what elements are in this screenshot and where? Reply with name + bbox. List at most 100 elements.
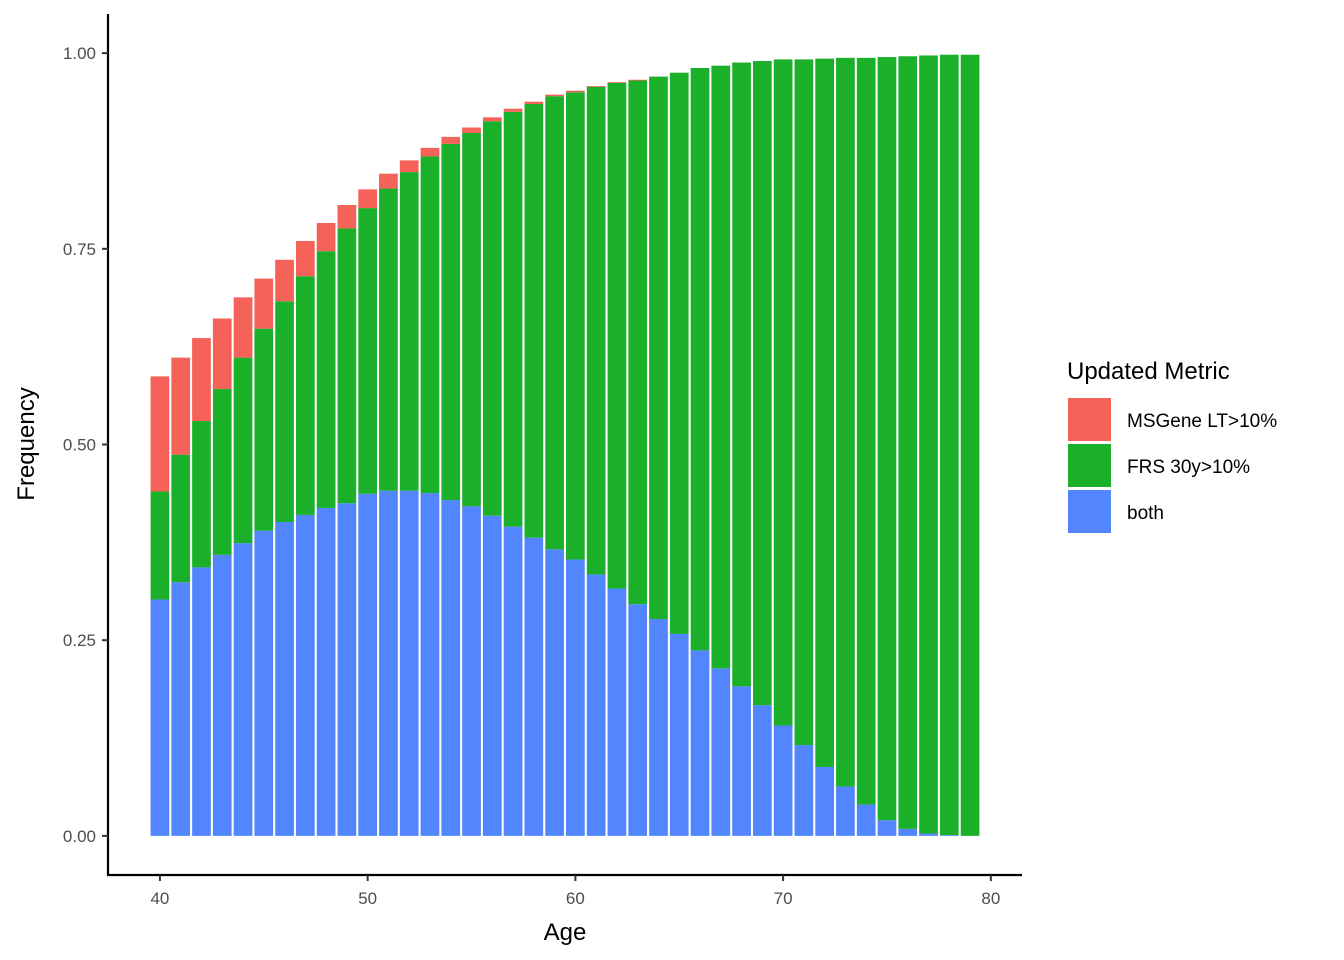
bar-both-age-73: [836, 786, 855, 836]
bar-msgene-lt-10-age-45: [254, 278, 274, 329]
bar-msgene-lt-10-age-54: [441, 136, 461, 144]
bar-both-age-60: [566, 559, 585, 836]
bar-frs-30y-10-age-58: [524, 104, 544, 538]
bar-msgene-lt-10-age-48: [316, 222, 336, 252]
bar-frs-30y-10-age-69: [752, 60, 772, 706]
bar-frs-30y-10-age-76: [898, 56, 918, 829]
bar-both-age-58: [524, 537, 544, 836]
bar-frs-30y-10-age-54: [441, 143, 461, 501]
bar-msgene-lt-10-age-57: [503, 108, 523, 112]
legend-title: Updated Metric: [1067, 358, 1230, 385]
bar-frs-30y-10-age-53: [420, 156, 440, 494]
bar-frs-30y-10-age-59: [545, 96, 564, 550]
bar-frs-30y-10-age-77: [919, 55, 938, 834]
bar-frs-30y-10-age-65: [669, 72, 689, 634]
bar-both-age-50: [358, 493, 378, 836]
bar-frs-30y-10-age-56: [482, 121, 502, 516]
bar-both-age-77: [919, 833, 938, 836]
ticks-layer: 0.00 0.25 0.50 0.75 1.00 40 50 60 70 80: [63, 44, 1000, 908]
bar-frs-30y-10-age-47: [295, 276, 315, 515]
bar-msgene-lt-10-age-62: [607, 82, 627, 83]
y-tick-label: 0.25: [63, 631, 96, 650]
legend-swatch-both: [1068, 490, 1111, 533]
bar-both-age-69: [752, 705, 772, 836]
bar-frs-30y-10-age-71: [794, 59, 814, 746]
bar-both-age-64: [649, 619, 668, 836]
bar-both-age-57: [503, 526, 523, 836]
bar-frs-30y-10-age-40: [150, 491, 170, 600]
bar-msgene-lt-10-age-46: [275, 259, 294, 302]
x-tick-label: 50: [358, 889, 377, 908]
bar-msgene-lt-10-age-63: [628, 79, 648, 81]
x-tick-label: 70: [774, 889, 793, 908]
legend-swatch-frs-30y-10: [1068, 444, 1111, 487]
bar-both-age-74: [856, 804, 876, 836]
bar-frs-30y-10-age-70: [773, 59, 793, 726]
bar-both-age-66: [690, 650, 710, 836]
bar-msgene-lt-10-age-52: [399, 160, 419, 173]
bar-frs-30y-10-age-49: [337, 228, 357, 504]
bar-both-age-43: [212, 554, 232, 836]
bar-msgene-lt-10-age-40: [150, 376, 170, 492]
bar-frs-30y-10-age-79: [960, 54, 980, 836]
bar-both-age-47: [295, 514, 315, 836]
bar-frs-30y-10-age-41: [171, 454, 191, 583]
bar-frs-30y-10-age-78: [939, 54, 959, 836]
bar-frs-30y-10-age-55: [462, 132, 481, 507]
bar-frs-30y-10-age-57: [503, 111, 523, 527]
bar-msgene-lt-10-age-51: [379, 173, 398, 189]
bar-both-age-45: [254, 530, 274, 836]
bar-frs-30y-10-age-63: [628, 80, 648, 605]
bar-both-age-42: [192, 567, 211, 836]
bar-both-age-63: [628, 604, 648, 836]
bar-both-age-59: [545, 549, 564, 836]
bar-frs-30y-10-age-73: [836, 57, 855, 787]
legend-items: MSGene LT>10% FRS 30y>10% both: [1068, 398, 1277, 533]
bar-frs-30y-10-age-44: [233, 357, 253, 544]
legend: Updated Metric MSGene LT>10% FRS 30y>10% b…: [1067, 358, 1277, 533]
bar-frs-30y-10-age-60: [566, 92, 585, 560]
bar-msgene-lt-10-age-61: [586, 86, 606, 87]
bar-both-age-72: [815, 766, 835, 836]
x-axis-title: Age: [544, 919, 587, 946]
bar-frs-30y-10-age-46: [275, 301, 294, 522]
y-tick-label: 0.50: [63, 436, 96, 455]
bar-msgene-lt-10-age-59: [545, 94, 564, 97]
bar-msgene-lt-10-age-47: [295, 240, 315, 277]
bar-frs-30y-10-age-67: [711, 65, 731, 669]
bar-both-age-70: [773, 725, 793, 836]
bar-both-age-56: [482, 515, 502, 836]
bar-both-age-76: [898, 828, 918, 836]
bar-frs-30y-10-age-61: [586, 86, 606, 575]
bar-frs-30y-10-age-66: [690, 68, 710, 651]
bar-both-age-78: [939, 835, 959, 836]
bar-frs-30y-10-age-68: [732, 62, 751, 687]
bar-both-age-71: [794, 745, 814, 836]
bar-frs-30y-10-age-64: [649, 76, 668, 620]
bar-frs-30y-10-age-50: [358, 208, 378, 494]
bar-both-age-41: [171, 582, 191, 836]
bar-frs-30y-10-age-52: [399, 172, 419, 491]
bar-frs-30y-10-age-51: [379, 188, 398, 491]
bar-both-age-75: [877, 820, 897, 836]
bar-msgene-lt-10-age-58: [524, 101, 544, 105]
bar-both-age-51: [379, 490, 398, 836]
bar-frs-30y-10-age-43: [212, 388, 232, 555]
bar-both-age-49: [337, 503, 357, 836]
bar-both-age-67: [711, 668, 731, 836]
bar-frs-30y-10-age-72: [815, 58, 835, 767]
bar-both-age-62: [607, 588, 627, 836]
bar-msgene-lt-10-age-60: [566, 90, 585, 93]
legend-label-msgene-lt-10: MSGene LT>10%: [1127, 411, 1277, 432]
bar-both-age-46: [275, 521, 294, 836]
bar-both-age-68: [732, 686, 751, 836]
bar-both-age-53: [420, 493, 440, 836]
x-tick-label: 40: [150, 889, 169, 908]
legend-label-frs-30y-10: FRS 30y>10%: [1127, 457, 1250, 478]
bars-layer: [150, 54, 980, 836]
bar-both-age-40: [150, 599, 170, 836]
bar-both-age-48: [316, 507, 336, 836]
bar-both-age-44: [233, 543, 253, 836]
